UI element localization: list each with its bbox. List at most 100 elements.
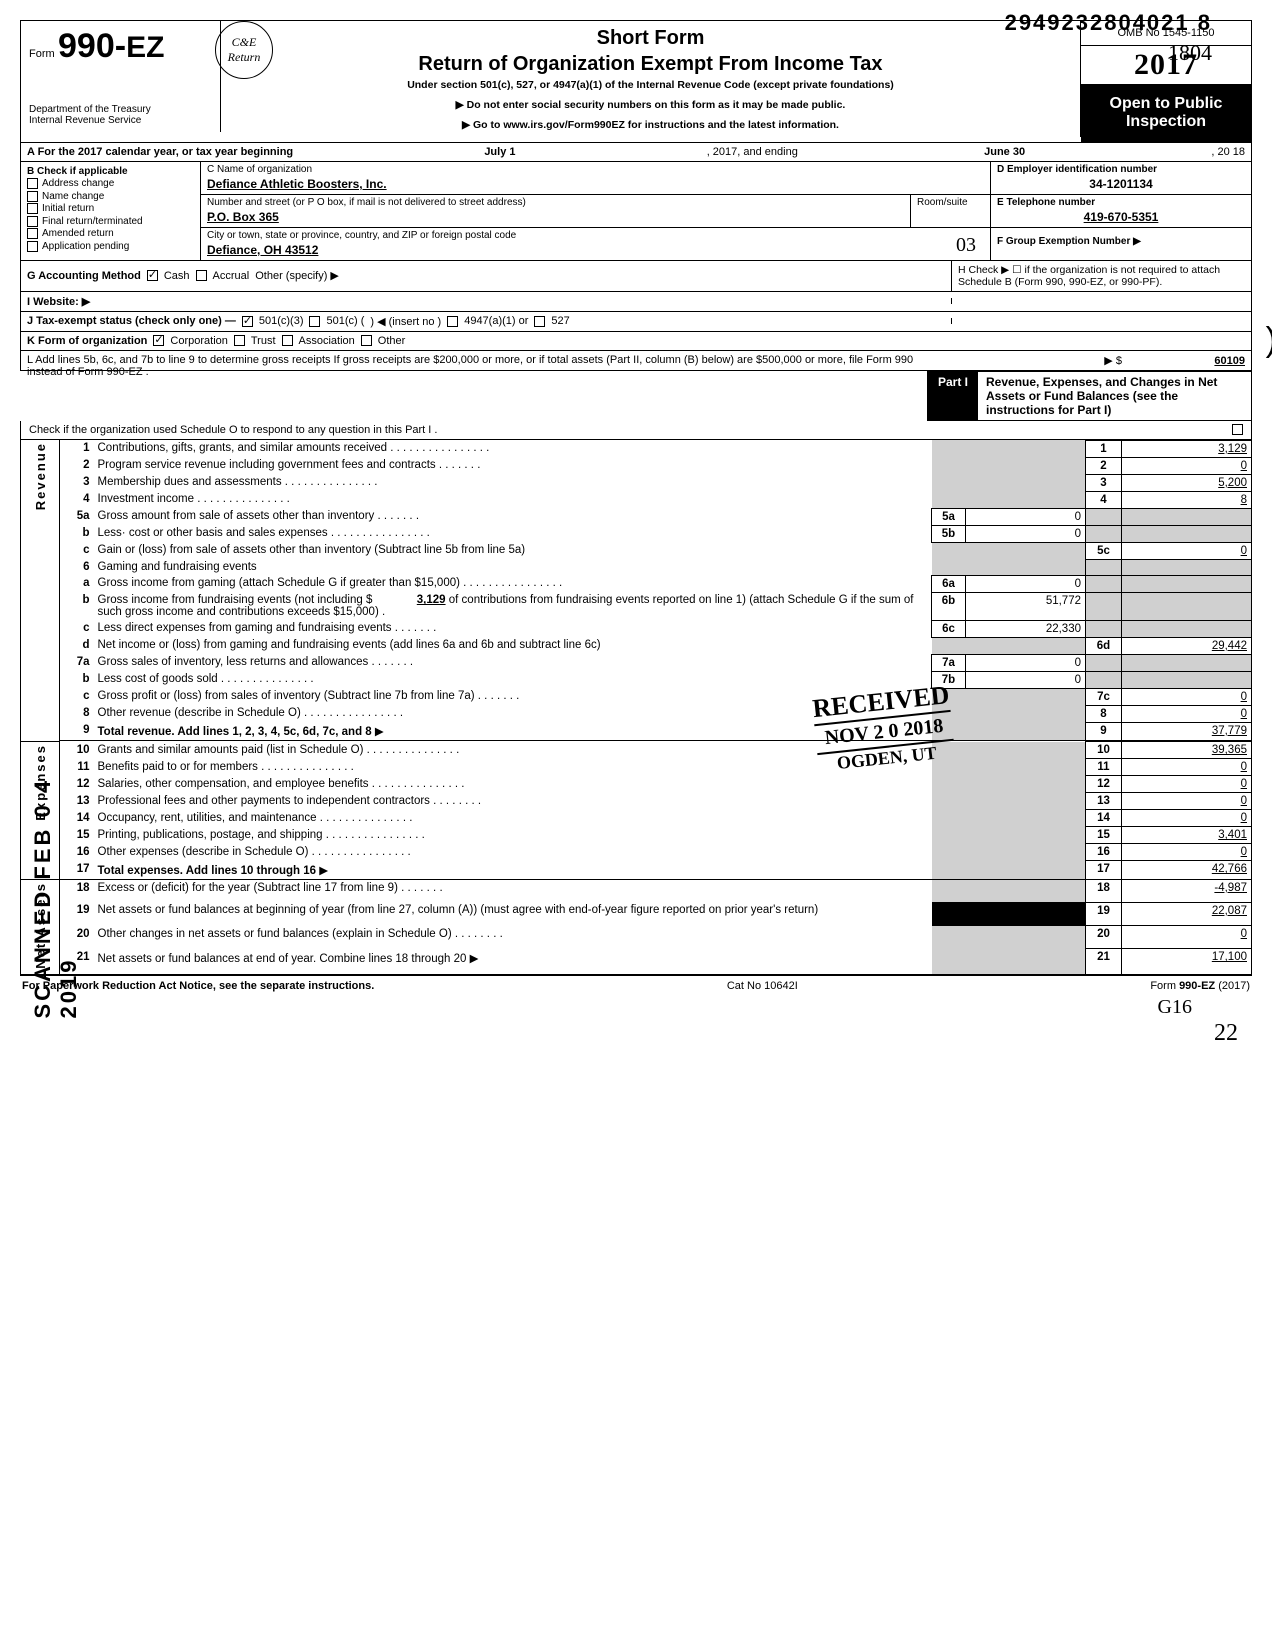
c-room-label: Room/suite: [911, 195, 990, 209]
chk-address[interactable]: [27, 178, 38, 189]
sb6a: 6a: [932, 575, 966, 592]
chk-name[interactable]: [27, 191, 38, 202]
chk-assoc[interactable]: [282, 335, 293, 346]
d6b: Gross income from fundraising events (no…: [94, 592, 932, 620]
b3: 3: [1086, 474, 1122, 491]
k-o2: Trust: [251, 335, 276, 347]
v3: 5,200: [1122, 474, 1252, 491]
dept-treasury: Department of the Treasury Internal Reve…: [29, 104, 212, 126]
b-item-5: Application pending: [42, 241, 129, 252]
d7a: Gross sales of inventory, less returns a…: [94, 654, 932, 671]
form-prefix: Form: [29, 48, 55, 60]
chk-schedule-o[interactable]: [1232, 424, 1243, 435]
v4: 8: [1122, 491, 1252, 508]
chk-trust[interactable]: [234, 335, 245, 346]
note-ssn: ▶ Do not enter social security numbers o…: [231, 99, 1070, 111]
chk-501c[interactable]: [309, 316, 320, 327]
c-city-label: City or town, state or province, country…: [201, 228, 990, 242]
d15: Printing, publications, postage, and shi…: [94, 827, 932, 844]
f-group: F Group Exemption Number ▶: [991, 228, 1251, 260]
c-addr-value: P.O. Box 365: [201, 209, 910, 227]
d-ein: D Employer identification number 34-1201…: [991, 162, 1251, 194]
sb6c: 6c: [932, 620, 966, 637]
d7c: Gross profit or (loss) from sales of inv…: [94, 688, 932, 705]
seal-icon: C&E Return: [215, 21, 273, 79]
line-a-label: A For the 2017 calendar year, or tax yea…: [27, 146, 293, 158]
chk-initial[interactable]: [27, 203, 38, 214]
b-item-0: Address change: [42, 178, 114, 189]
sb5a: 5a: [932, 508, 966, 525]
form-header: Form 990-EZ Department of the Treasury I…: [20, 20, 1252, 142]
chk-pending[interactable]: [27, 241, 38, 252]
b14: 14: [1086, 810, 1122, 827]
col-b: B Check if applicable Address change Nam…: [21, 162, 201, 260]
d8: Other revenue (describe in Schedule O) .: [94, 705, 932, 722]
v5c: 0: [1122, 542, 1252, 559]
v1: 3,129: [1122, 440, 1252, 457]
sv6c: 22,330: [966, 620, 1086, 637]
chk-other-org[interactable]: [361, 335, 372, 346]
b4: 4: [1086, 491, 1122, 508]
b8: 8: [1086, 705, 1122, 722]
v2: 0: [1122, 457, 1252, 474]
v13: 0: [1122, 793, 1252, 810]
chk-corp[interactable]: [153, 335, 164, 346]
d2: Program service revenue including govern…: [94, 457, 932, 474]
i-label: I Website: ▶: [27, 295, 90, 308]
j-o3: 4947(a)(1) or: [464, 315, 528, 327]
line-a: A For the 2017 calendar year, or tax yea…: [20, 142, 1252, 162]
d5c: Gain or (loss) from sale of assets other…: [94, 542, 932, 559]
footer-mid: Cat No 10642I: [727, 980, 798, 992]
sb7a: 7a: [932, 654, 966, 671]
d3: Membership dues and assessments: [94, 474, 932, 491]
h-cell: H Check ▶ ☐ if the organization is not r…: [951, 261, 1251, 291]
line-k: K Form of organization Corporation Trust…: [20, 332, 1252, 351]
n6a: a: [60, 575, 94, 592]
sv5a: 0: [966, 508, 1086, 525]
d6c: Less direct expenses from gaming and fun…: [94, 620, 932, 637]
chk-cash[interactable]: [147, 270, 158, 281]
d16: Other expenses (describe in Schedule O) …: [94, 844, 932, 861]
l-value: 60109: [1125, 355, 1245, 367]
c-name: C Name of organization Defiance Athletic…: [201, 162, 991, 194]
header-left: Form 990-EZ Department of the Treasury I…: [21, 21, 221, 132]
form-number-990: 990-: [58, 27, 126, 66]
d-label: D Employer identification number: [991, 162, 1251, 176]
v20: 0: [1122, 926, 1252, 949]
sv6b: 51,772: [966, 592, 1086, 620]
n7b: b: [60, 671, 94, 688]
b6d: 6d: [1086, 637, 1122, 654]
l-arrow: ▶ $: [1104, 355, 1122, 367]
d1: Contributions, gifts, grants, and simila…: [94, 440, 932, 457]
line-a-mid: , 2017, and ending: [707, 146, 798, 158]
sv7b: 0: [966, 671, 1086, 688]
b18: 18: [1086, 879, 1122, 902]
chk-accrual[interactable]: [196, 270, 207, 281]
line-j: J Tax-exempt status (check only one) — 5…: [20, 312, 1252, 332]
b-item-2: Initial return: [42, 203, 94, 214]
hand-bottom-left: G16: [20, 996, 1252, 1019]
d6a: Gross income from gaming (attach Schedul…: [94, 575, 932, 592]
k-o1: Corporation: [170, 335, 227, 347]
c-addr: Number and street (or P O box, if mail i…: [201, 195, 991, 227]
chk-4947[interactable]: [447, 316, 458, 327]
brace-icon: ): [1266, 321, 1272, 360]
chk-amended[interactable]: [27, 228, 38, 239]
b9: 9: [1086, 722, 1122, 741]
n5b: b: [60, 525, 94, 542]
chk-527[interactable]: [534, 316, 545, 327]
b10: 10: [1086, 742, 1122, 759]
sb6b: 6b: [932, 592, 966, 620]
h-cell2: [951, 298, 1251, 304]
line-a-tail: , 20 18: [1211, 146, 1245, 158]
part1-label: Part I: [928, 372, 978, 420]
d6d: Net income or (loss) from gaming and fun…: [94, 637, 932, 654]
hand-bottom-right: 22: [1214, 1020, 1238, 1047]
chk-final[interactable]: [27, 216, 38, 227]
chk-501c3[interactable]: [242, 316, 253, 327]
part1-sub-text: Check if the organization used Schedule …: [29, 424, 1232, 436]
b12: 12: [1086, 776, 1122, 793]
c-addr-label: Number and street (or P O box, if mail i…: [201, 195, 910, 209]
b2: 2: [1086, 457, 1122, 474]
j-label: J Tax-exempt status (check only one) —: [27, 315, 236, 327]
